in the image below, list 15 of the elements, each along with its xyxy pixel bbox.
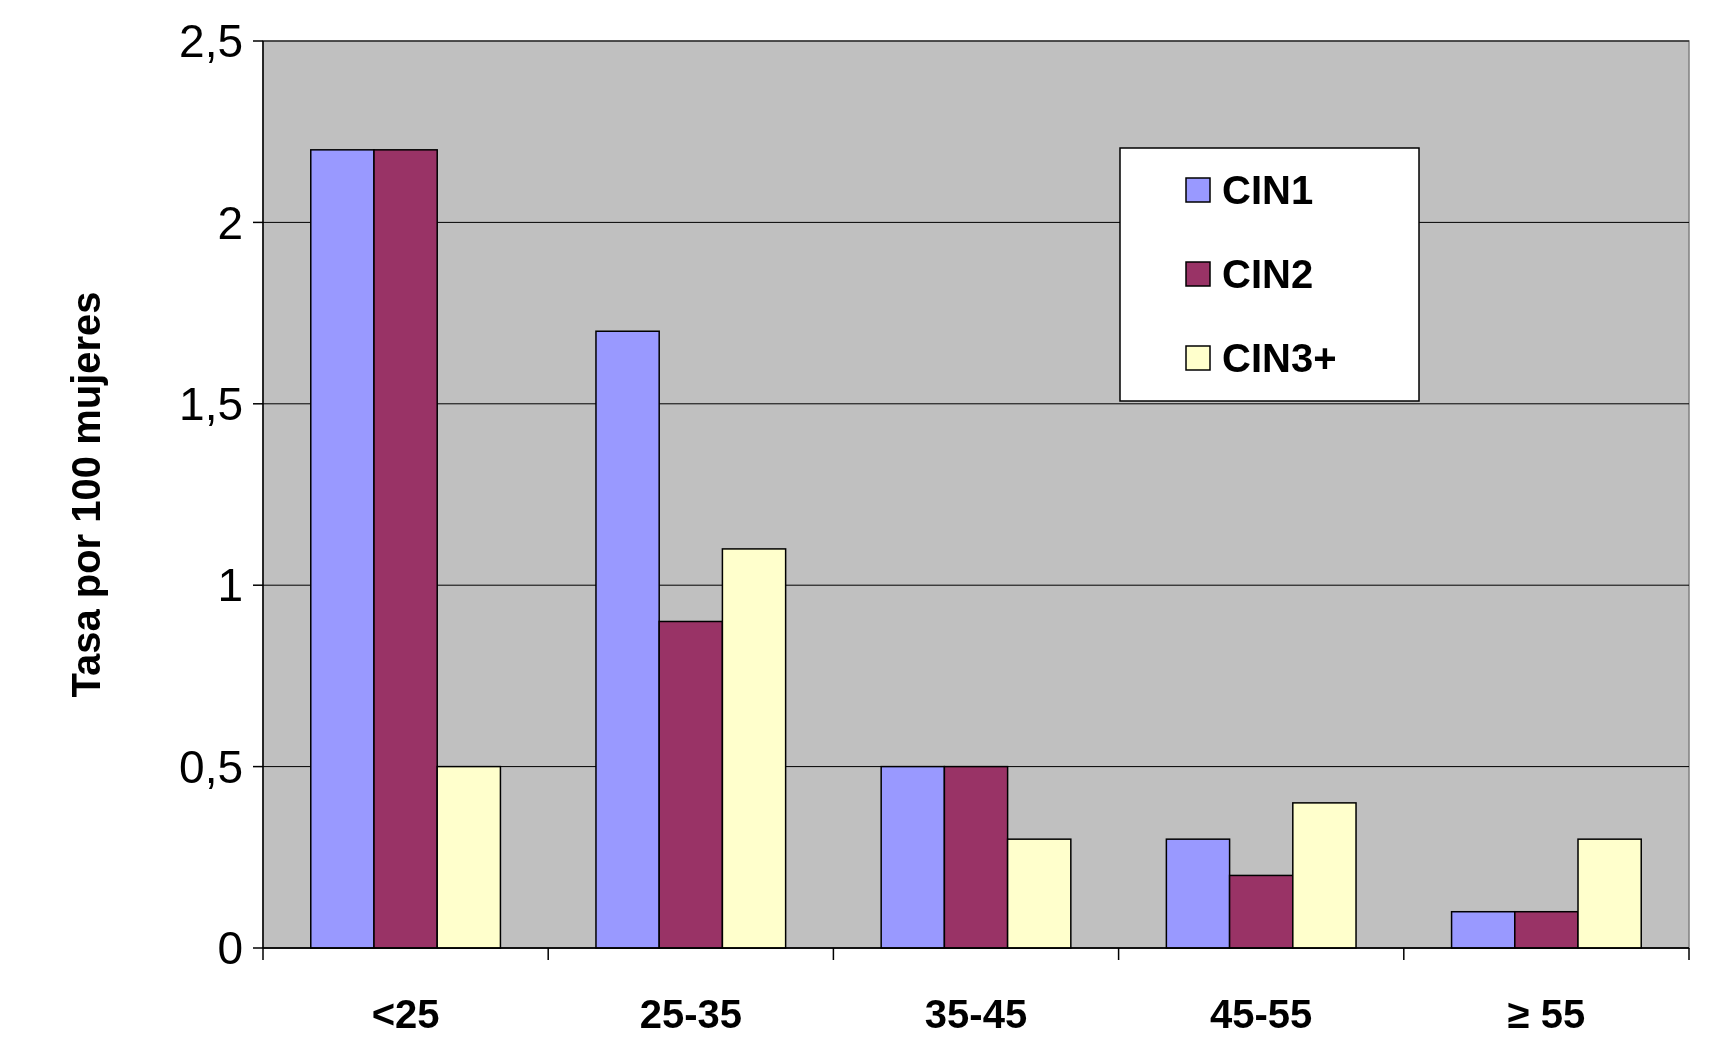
y-tick-label: 0 <box>217 922 243 975</box>
legend-label: CIN1 <box>1222 168 1314 212</box>
y-axis-title: Tasa por 100 mujeres <box>64 291 108 698</box>
legend-label: CIN3+ <box>1222 336 1337 380</box>
y-tick-label: 1 <box>217 559 243 612</box>
x-tick-label: 45-55 <box>1210 992 1313 1036</box>
y-tick-label: 2,5 <box>179 15 243 68</box>
x-tick-label: <25 <box>371 992 440 1036</box>
legend-label: CIN2 <box>1222 252 1314 296</box>
y-tick-label: 1,5 <box>179 377 243 430</box>
y-tick-label: 2 <box>217 196 243 249</box>
x-tick-label: ≥ 55 <box>1507 992 1586 1036</box>
x-tick-label: 35-45 <box>924 992 1028 1036</box>
x-tick-label: 25-35 <box>639 992 742 1036</box>
y-tick-label: 0,5 <box>179 740 243 793</box>
